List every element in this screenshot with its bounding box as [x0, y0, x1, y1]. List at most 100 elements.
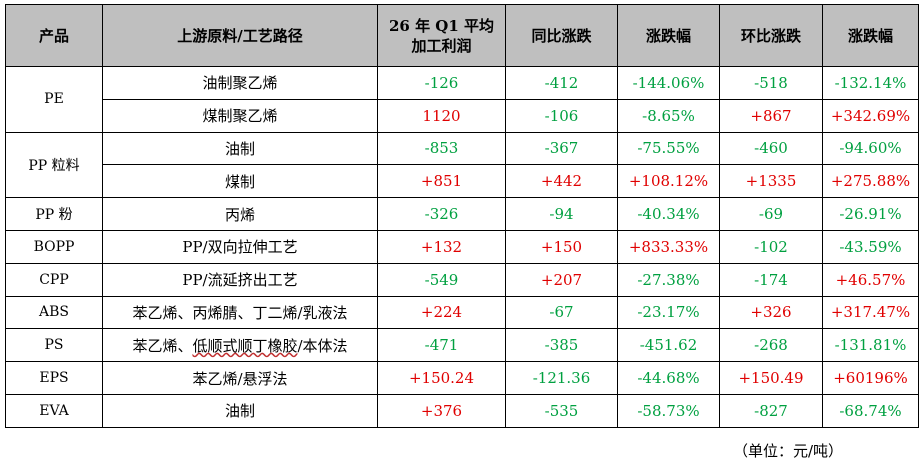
header-profit: 26 年 Q1 平均 加工利润: [377, 4, 506, 67]
yoy-pct-cell: -75.55%: [617, 131, 720, 166]
product-cell: ABS: [5, 295, 103, 330]
table-row: BOPP PP/双向拉伸工艺 +132 +150 +833.33% -102 -…: [5, 229, 919, 264]
yoy-cell: +207: [505, 262, 618, 297]
product-cell: BOPP: [5, 229, 103, 264]
mom-pct-cell: -132.14%: [822, 66, 919, 100]
mom-pct-cell: +317.47%: [822, 295, 919, 330]
header-yoy-pct: 涨跌幅: [617, 4, 720, 67]
path-part-spellcheck: 低顺式顺丁橡胶: [192, 336, 298, 355]
unit-note: （单位：元/吨）: [733, 442, 844, 460]
yoy-cell: -535: [505, 393, 618, 428]
profit-cell: 1120: [377, 98, 506, 133]
product-cell: CPP: [5, 262, 103, 297]
header-row: 产品 上游原料/工艺路径 26 年 Q1 平均 加工利润 同比涨跌 涨跌幅 环比…: [5, 4, 919, 67]
header-path: 上游原料/工艺路径: [102, 4, 378, 67]
mom-cell: -102: [719, 229, 823, 264]
yoy-cell: +442: [505, 164, 618, 199]
yoy-pct-cell: -44.68%: [617, 361, 720, 395]
path-cell: 油制: [102, 131, 378, 166]
profit-cell: +132: [377, 229, 506, 264]
profit-cell: -471: [377, 328, 506, 363]
yoy-pct-cell: -144.06%: [617, 66, 720, 100]
profit-cell: +376: [377, 393, 506, 428]
mom-pct-cell: -43.59%: [822, 229, 919, 264]
yoy-pct-cell: -451.62: [617, 328, 720, 363]
mom-pct-cell: -26.91%: [822, 197, 919, 231]
product-cell: PP 粒料: [5, 131, 103, 199]
yoy-cell: -94: [505, 197, 618, 231]
profit-cell: +150.24: [377, 361, 506, 395]
mom-cell: +1335: [719, 164, 823, 199]
table-row: PS 苯乙烯、低顺式顺丁橡胶/本体法 -471 -385 -451.62 -26…: [5, 328, 919, 363]
header-profit-line2: 加工利润: [411, 36, 472, 55]
profit-cell: -126: [377, 66, 506, 100]
yoy-cell: -385: [505, 328, 618, 363]
table-row: EPS 苯乙烯/悬浮法 +150.24 -121.36 -44.68% +150…: [5, 361, 919, 395]
yoy-cell: -106: [505, 98, 618, 133]
table-row: PE 油制聚乙烯 -126 -412 -144.06% -518 -132.14…: [5, 66, 919, 133]
mom-cell: -174: [719, 262, 823, 297]
mom-pct-cell: -94.60%: [822, 131, 919, 166]
profit-cell: -853: [377, 131, 506, 166]
path-cell: 苯乙烯/悬浮法: [102, 361, 378, 395]
table-row: PP 粒料 油制 -853 -367 -75.55% -460 -94.60%: [5, 131, 919, 199]
path-cell: PP/双向拉伸工艺: [102, 229, 378, 264]
header-mom-pct: 涨跌幅: [822, 4, 919, 67]
path-cell: 油制: [102, 393, 378, 428]
table-row: CPP PP/流延挤出工艺 -549 +207 -27.38% -174 +46…: [5, 262, 919, 297]
mom-cell: +150.49: [719, 361, 823, 395]
mom-cell: +326: [719, 295, 823, 330]
header-yoy: 同比涨跌: [505, 4, 618, 67]
yoy-pct-cell: -27.38%: [617, 262, 720, 297]
mom-cell: +867: [719, 98, 823, 133]
yoy-cell: +150: [505, 229, 618, 264]
product-cell: PP 粉: [5, 197, 103, 231]
mom-cell: -69: [719, 197, 823, 231]
path-cell: 煤制: [102, 164, 378, 199]
mom-pct-cell: -131.81%: [822, 328, 919, 363]
yoy-cell: -367: [505, 131, 618, 166]
path-cell: 丙烯: [102, 197, 378, 231]
product-cell: EVA: [5, 393, 103, 428]
yoy-cell: -412: [505, 66, 618, 100]
profit-cell: -326: [377, 197, 506, 231]
header-product: 产品: [5, 4, 103, 67]
table-row: PP 粉 丙烯 -326 -94 -40.34% -69 -26.91%: [5, 197, 919, 231]
mom-pct-cell: +60196%: [822, 361, 919, 395]
path-cell: 苯乙烯、丙烯腈、丁二烯/乳液法: [102, 295, 378, 330]
mom-pct-cell: +275.88%: [822, 164, 919, 199]
profit-cell: +224: [377, 295, 506, 330]
path-cell: PP/流延挤出工艺: [102, 262, 378, 297]
profit-cell: +851: [377, 164, 506, 199]
product-cell: EPS: [5, 361, 103, 395]
product-cell: PE: [5, 66, 103, 133]
mom-cell: -460: [719, 131, 823, 166]
profit-table: 产品 上游原料/工艺路径 26 年 Q1 平均 加工利润 同比涨跌 涨跌幅 环比…: [5, 4, 919, 428]
table-row: 煤制聚乙烯 1120 -106 -8.65% +867 +342.69%: [6, 98, 919, 133]
product-cell: PS: [5, 328, 103, 363]
path-cell: 煤制聚乙烯: [102, 98, 378, 133]
yoy-pct-cell: -23.17%: [617, 295, 720, 330]
yoy-pct-cell: -40.34%: [617, 197, 720, 231]
yoy-pct-cell: -8.65%: [617, 98, 720, 133]
path-part: 苯乙烯、: [132, 336, 193, 355]
header-mom: 环比涨跌: [719, 4, 823, 67]
mom-cell: -827: [719, 393, 823, 428]
yoy-pct-cell: +108.12%: [617, 164, 720, 199]
yoy-pct-cell: -58.73%: [617, 393, 720, 428]
mom-cell: -268: [719, 328, 823, 363]
mom-pct-cell: +46.57%: [822, 262, 919, 297]
table-row: 煤制 +851 +442 +108.12% +1335 +275.88%: [6, 164, 919, 199]
yoy-pct-cell: +833.33%: [617, 229, 720, 264]
mom-pct-cell: +342.69%: [822, 98, 919, 133]
path-cell: 油制聚乙烯: [102, 66, 378, 100]
header-profit-line1: 26 年 Q1 平均: [388, 16, 495, 35]
mom-cell: -518: [719, 66, 823, 100]
yoy-cell: -121.36: [505, 361, 618, 395]
table-row: EVA 油制 +376 -535 -58.73% -827 -68.74%: [5, 393, 919, 428]
table-row: ABS 苯乙烯、丙烯腈、丁二烯/乳液法 +224 -67 -23.17% +32…: [5, 295, 919, 330]
mom-pct-cell: -68.74%: [822, 393, 919, 428]
path-cell: 苯乙烯、低顺式顺丁橡胶/本体法: [102, 328, 378, 363]
path-part: /本体法: [297, 336, 348, 355]
profit-cell: -549: [377, 262, 506, 297]
